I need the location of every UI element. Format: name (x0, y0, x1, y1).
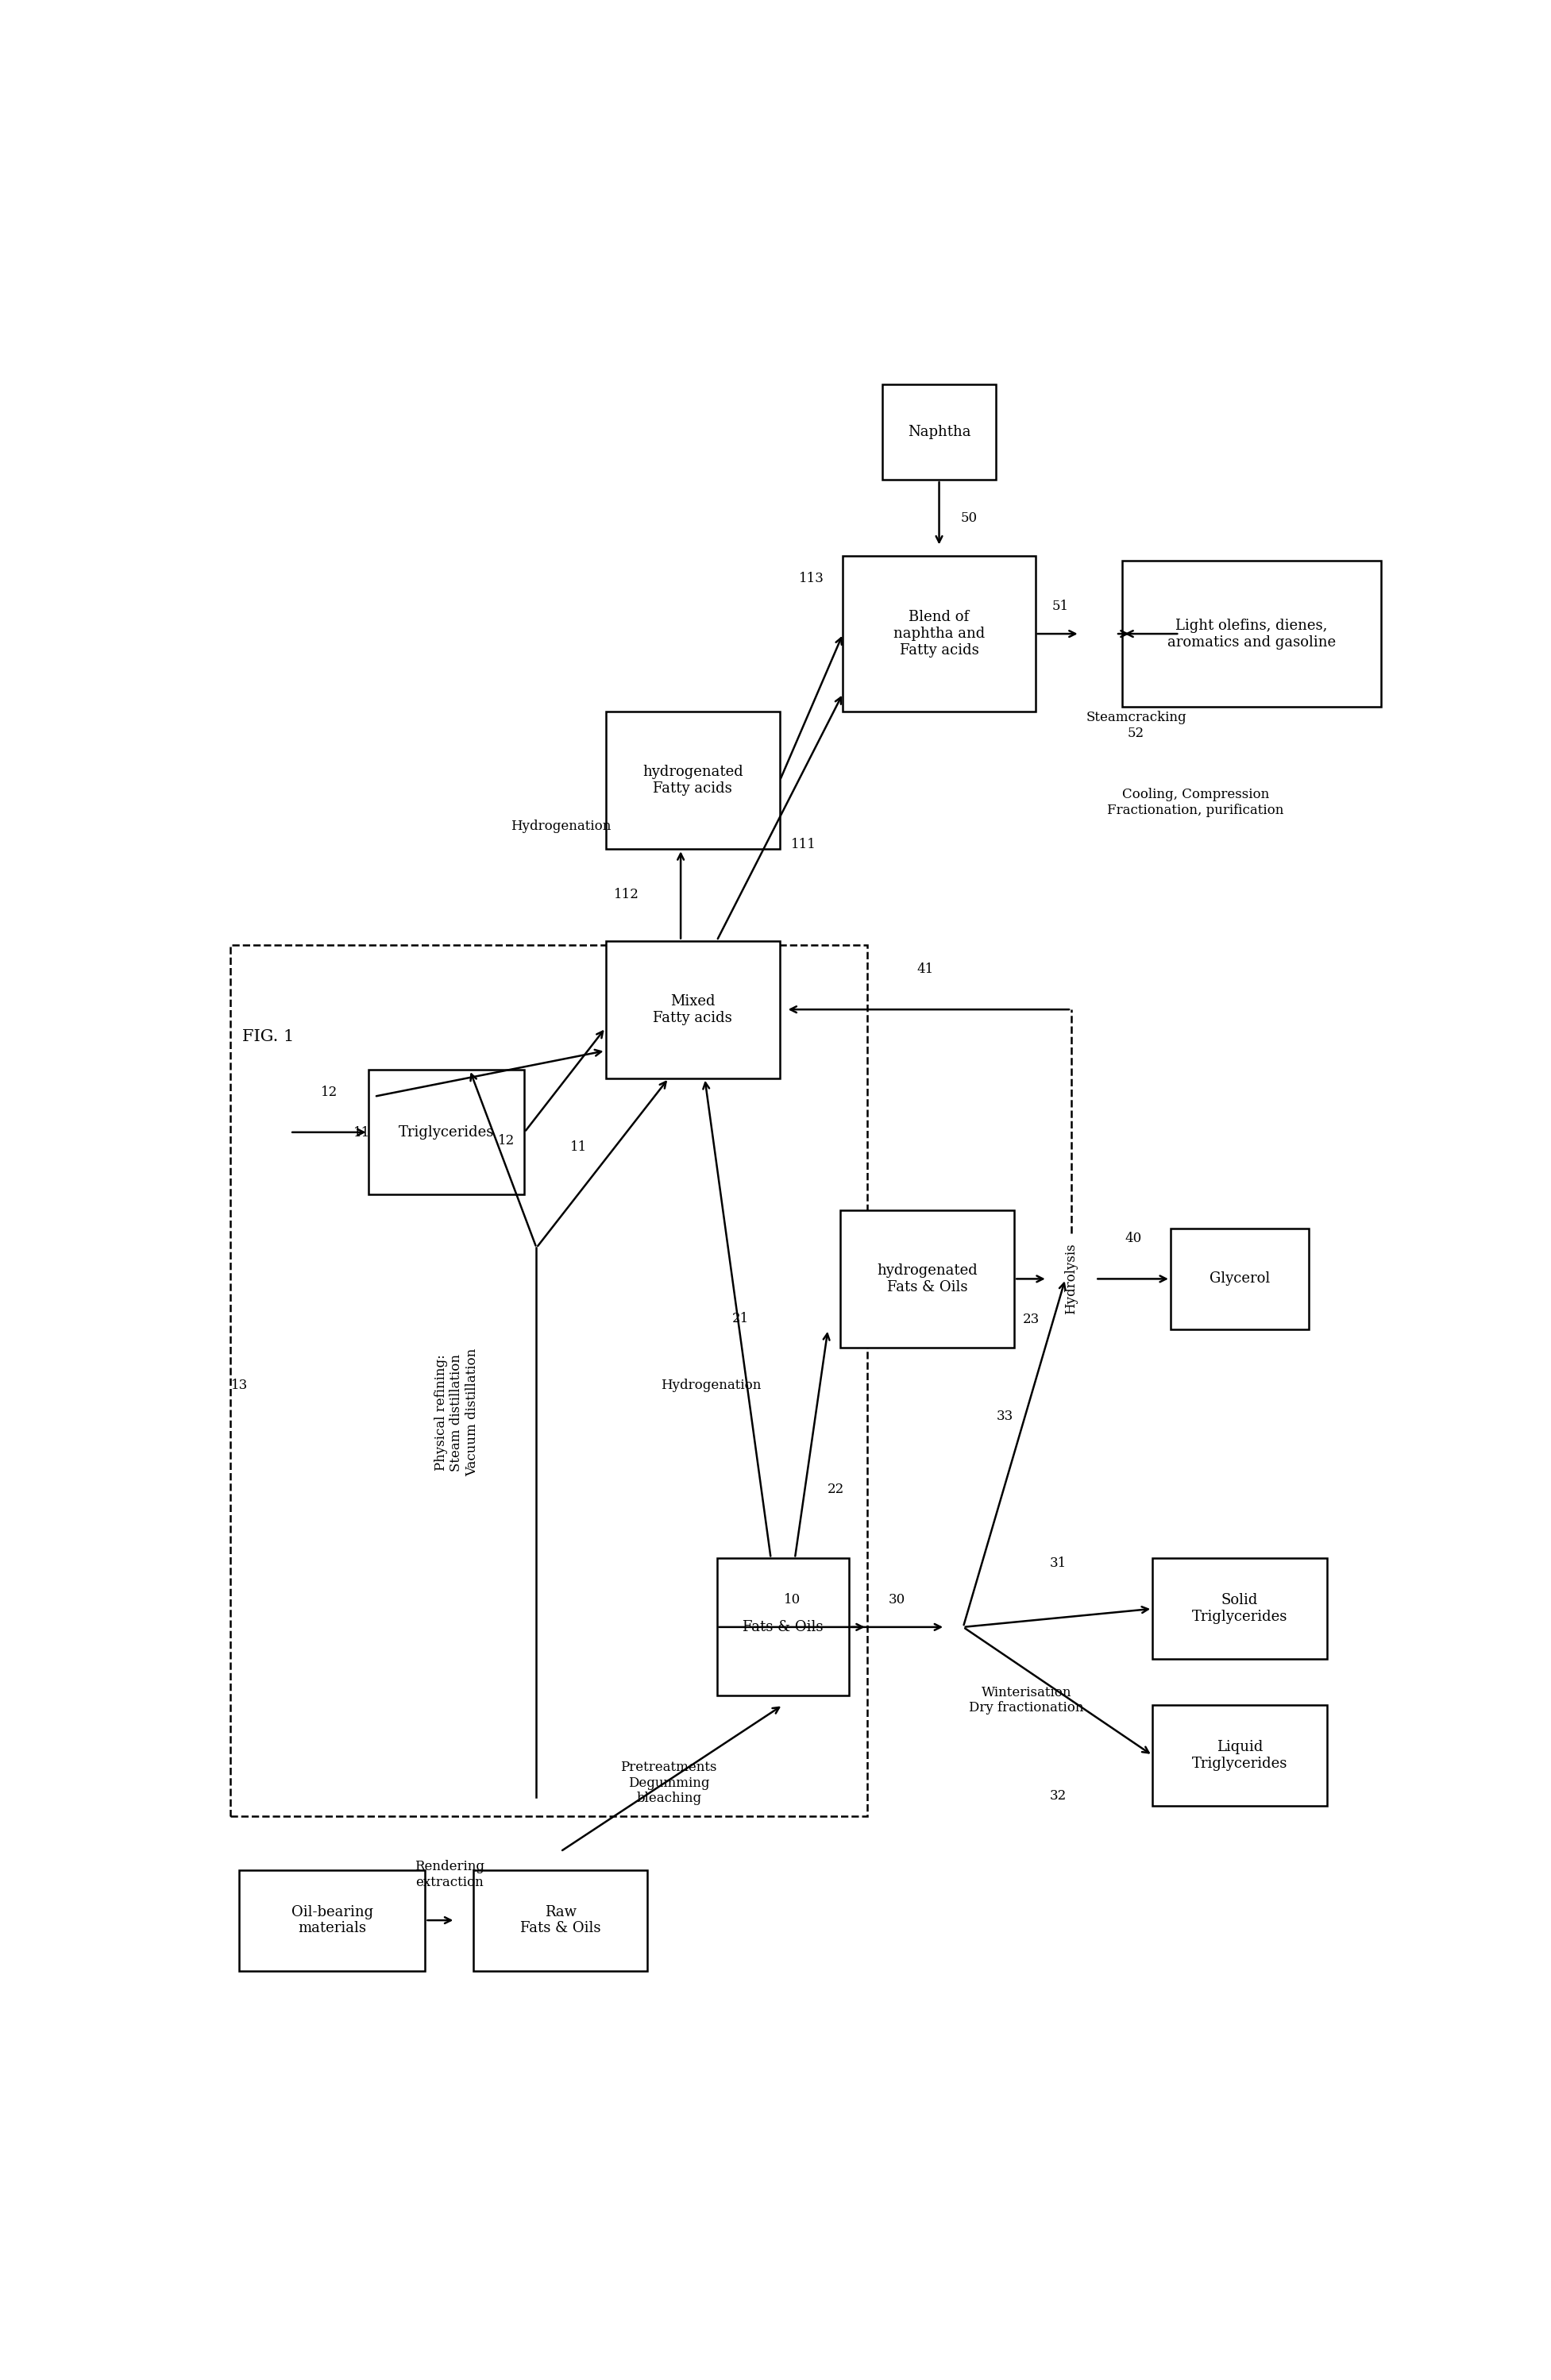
FancyBboxPatch shape (717, 1559, 848, 1697)
Text: Winterisation
Dry fractionation: Winterisation Dry fractionation (969, 1685, 1084, 1716)
FancyBboxPatch shape (841, 1209, 1014, 1347)
Text: 50: 50 (960, 512, 977, 524)
Text: Hydrolysis: Hydrolysis (1064, 1242, 1078, 1314)
Text: 33: 33 (997, 1409, 1014, 1423)
Text: Fats & Oils: Fats & Oils (743, 1621, 824, 1635)
Text: Light olefins, dienes,
aromatics and gasoline: Light olefins, dienes, aromatics and gas… (1168, 619, 1335, 650)
Text: 22: 22 (827, 1483, 844, 1497)
Text: Steamcracking
52: Steamcracking 52 (1086, 712, 1187, 740)
Text: Cooling, Compression
Fractionation, purification: Cooling, Compression Fractionation, puri… (1107, 788, 1284, 816)
Text: 31: 31 (1050, 1557, 1066, 1571)
Text: 10: 10 (783, 1592, 800, 1606)
Text: 30: 30 (889, 1592, 906, 1606)
Text: 11: 11 (571, 1140, 586, 1154)
Text: Hydrogenation: Hydrogenation (661, 1378, 762, 1392)
FancyBboxPatch shape (473, 1871, 648, 1971)
FancyBboxPatch shape (605, 712, 780, 850)
Text: Solid
Triglycerides: Solid Triglycerides (1191, 1592, 1287, 1623)
Text: Rendering
extraction: Rendering extraction (414, 1859, 484, 1890)
Text: Mixed
Fatty acids: Mixed Fatty acids (653, 995, 732, 1026)
Text: 51: 51 (1052, 600, 1069, 614)
Text: 23: 23 (1022, 1311, 1039, 1326)
Text: hydrogenated
Fatty acids: hydrogenated Fatty acids (642, 764, 743, 795)
Text: 113: 113 (799, 571, 824, 585)
Text: Pretreatments
Degumming
bleaching: Pretreatments Degumming bleaching (620, 1761, 717, 1804)
Text: 111: 111 (791, 838, 816, 852)
FancyBboxPatch shape (883, 386, 996, 481)
Text: Physical refining:
Steam distillation
Vacuum distillation: Physical refining: Steam distillation Va… (434, 1349, 479, 1476)
FancyBboxPatch shape (605, 940, 780, 1078)
Text: 32: 32 (1050, 1790, 1066, 1802)
FancyBboxPatch shape (1171, 1228, 1309, 1330)
Text: Oil-bearing
materials: Oil-bearing materials (292, 1904, 374, 1935)
Text: Naphtha: Naphtha (907, 426, 971, 440)
Text: Glycerol: Glycerol (1210, 1271, 1270, 1285)
Text: Hydrogenation: Hydrogenation (510, 819, 611, 833)
Text: 21: 21 (732, 1311, 749, 1326)
Text: hydrogenated
Fats & Oils: hydrogenated Fats & Oils (876, 1264, 977, 1295)
Text: 12: 12 (321, 1085, 338, 1100)
Text: 41: 41 (917, 962, 934, 976)
Text: 112: 112 (614, 888, 639, 902)
Text: Blend of
naphtha and
Fatty acids: Blend of naphtha and Fatty acids (893, 609, 985, 657)
FancyBboxPatch shape (844, 557, 1036, 712)
FancyBboxPatch shape (368, 1071, 524, 1195)
FancyBboxPatch shape (239, 1871, 425, 1971)
Text: Triglycerides: Triglycerides (399, 1126, 495, 1140)
Text: 12: 12 (498, 1133, 515, 1147)
Text: Raw
Fats & Oils: Raw Fats & Oils (520, 1904, 600, 1935)
Text: 13: 13 (231, 1378, 248, 1392)
Text: FIG. 1: FIG. 1 (242, 1031, 293, 1045)
Text: Liquid
Triglycerides: Liquid Triglycerides (1191, 1740, 1287, 1771)
Text: 40: 40 (1124, 1233, 1142, 1245)
FancyBboxPatch shape (1152, 1704, 1326, 1806)
FancyBboxPatch shape (1123, 562, 1380, 707)
FancyBboxPatch shape (1152, 1559, 1326, 1659)
Text: 11: 11 (354, 1126, 371, 1140)
